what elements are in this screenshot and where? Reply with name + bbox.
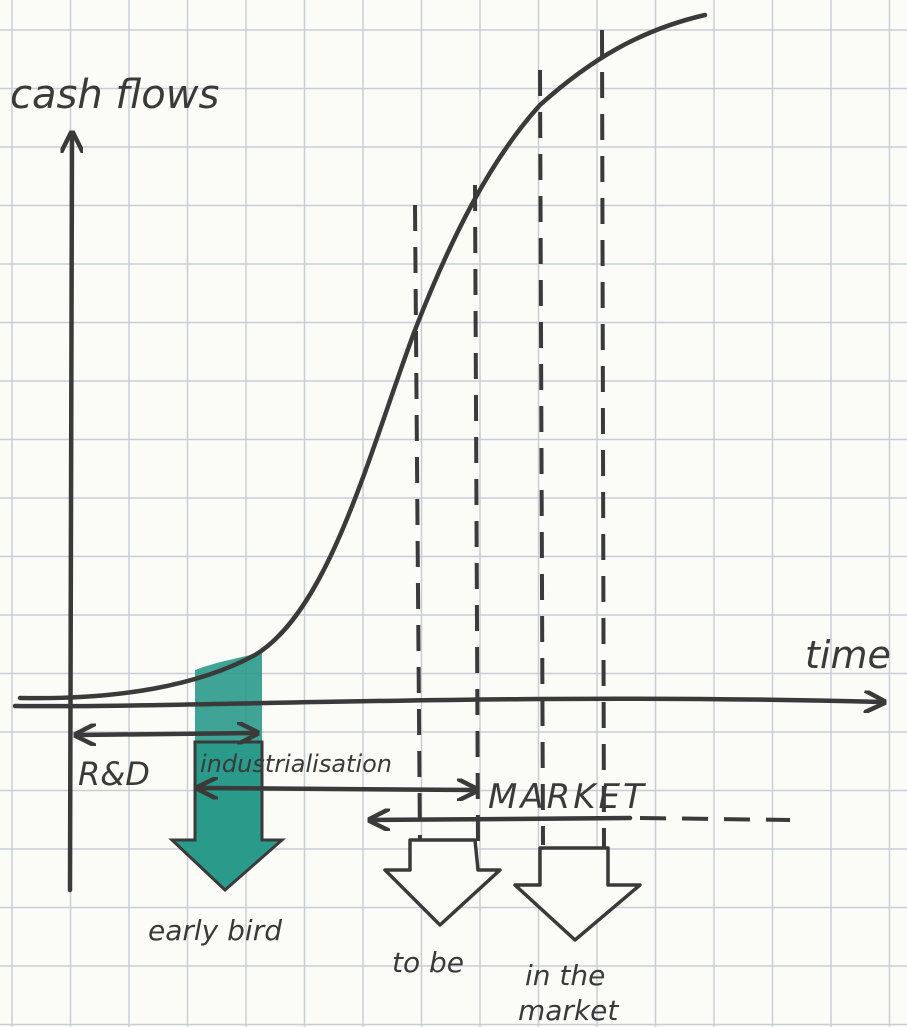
x-axis-label: time bbox=[805, 633, 891, 677]
rd-label: R&D bbox=[78, 755, 150, 793]
industrialisation-label: industrialisation bbox=[200, 750, 392, 778]
market-arrow bbox=[372, 818, 633, 820]
to-be-label: to be bbox=[392, 946, 464, 979]
rd-arrow bbox=[78, 733, 255, 735]
in-the-market-arrow bbox=[513, 846, 642, 942]
industrialisation-arrow bbox=[200, 788, 475, 790]
in-the-market-label: in the bbox=[525, 959, 605, 992]
to-be-arrow bbox=[383, 838, 502, 927]
in-the-market-label: market bbox=[518, 994, 619, 1027]
dashed-line bbox=[473, 184, 480, 846]
dashed-line bbox=[538, 69, 545, 846]
y-axis-label: cash flows bbox=[10, 72, 219, 118]
dashed-line bbox=[600, 29, 606, 851]
market-label: MARKET bbox=[488, 777, 647, 817]
cash-flow-curve bbox=[17, 12, 708, 701]
x-axis bbox=[12, 699, 882, 706]
dashed-line bbox=[413, 204, 422, 846]
y-axis bbox=[70, 135, 72, 893]
market-continuation bbox=[639, 816, 791, 822]
early-bird-label: early bird bbox=[148, 914, 282, 947]
